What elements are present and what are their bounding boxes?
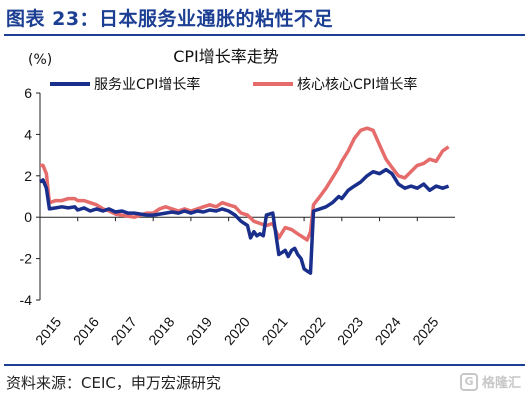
x-tick-label: 2024 (372, 314, 404, 348)
y-tick-label: 0 (24, 209, 32, 225)
series-line-services (38, 167, 450, 275)
x-tick-label: 2020 (221, 314, 253, 348)
x-tick-label: 2017 (107, 314, 139, 348)
title-rule (4, 34, 525, 36)
x-tick-label: 2022 (296, 314, 328, 348)
watermark-text: 格隆汇 (481, 376, 521, 391)
x-tick-label: 2019 (183, 314, 215, 348)
y-tick-label: 4 (24, 126, 32, 142)
watermark: G 格隆汇 (459, 372, 521, 391)
legend-label-services: 服务业CPI增长率 (94, 76, 200, 93)
y-tick-label: 2 (24, 168, 32, 184)
x-tick-label: 2021 (258, 314, 290, 348)
legend: 服务业CPI增长率 核心核心CPI增长率 (50, 76, 417, 93)
x-tick-label: 2015 (32, 314, 64, 348)
y-tick-label: 6 (24, 85, 32, 101)
y-tick-label: -2 (20, 251, 33, 267)
source-note: 资料来源：CEIC，申万宏源研究 (6, 374, 221, 392)
x-tick-label: 2016 (70, 314, 102, 348)
x-tick-label: 2023 (334, 314, 366, 348)
chart-title: CPI增长率走势 (173, 47, 279, 66)
series-line-core-core (40, 126, 450, 242)
figure-title: 图表 23：日本服务业通胀的粘性不足 (6, 8, 334, 30)
legend-label-core-core: 核心核心CPI增长率 (297, 76, 417, 93)
footer-rule (4, 364, 525, 366)
watermark-logo-icon: G (459, 372, 478, 391)
x-tick-label: 2025 (409, 314, 441, 348)
y-unit-label: (%) (28, 52, 52, 68)
y-tick-label: -4 (20, 292, 33, 308)
x-tick-label: 2018 (145, 314, 177, 348)
series-layer (38, 126, 450, 275)
